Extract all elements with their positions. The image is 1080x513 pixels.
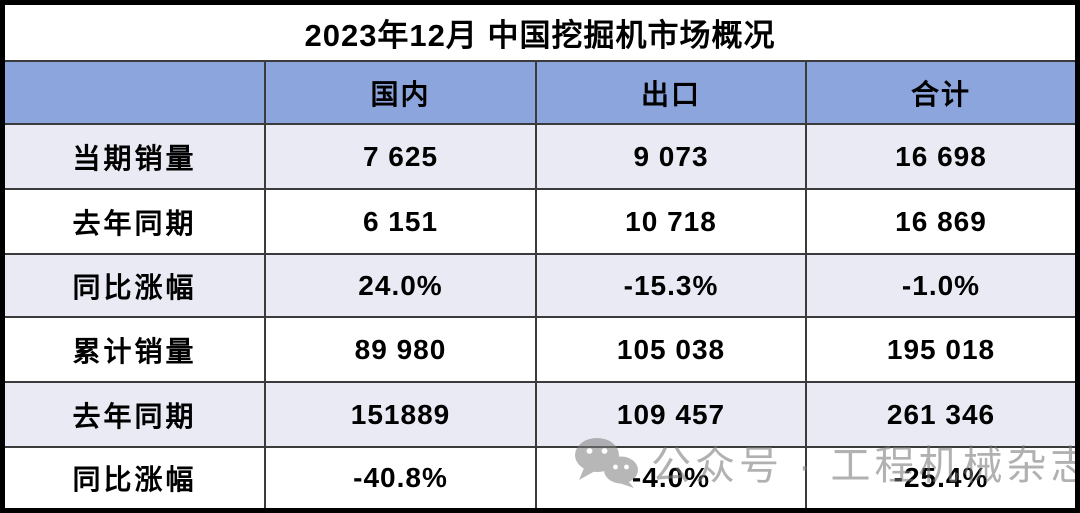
column-header-blank	[5, 62, 266, 125]
table-cell-cumlastyear-export: 109 457	[537, 383, 807, 448]
row-label-cumulative-sales: 累计销量	[5, 318, 266, 383]
table-cell-lastyear-export: 10 718	[537, 190, 807, 255]
row-label-current-sales: 当期销量	[5, 125, 266, 190]
column-header-domestic: 国内	[266, 62, 537, 125]
table-cell-cumyoy-domestic: -40.8%	[266, 448, 537, 508]
table-cell-cumlastyear-domestic: 151889	[266, 383, 537, 448]
table-cell-current-total: 16 698	[807, 125, 1075, 190]
table-cell-lastyear-domestic: 6 151	[266, 190, 537, 255]
row-label-cumulative-yoy: 同比涨幅	[5, 448, 266, 508]
table-cell-current-export: 9 073	[537, 125, 807, 190]
table-cell-yoy-export: -15.3%	[537, 255, 807, 318]
table-cell-current-domestic: 7 625	[266, 125, 537, 190]
table-cell-cumyoy-total: -25.4%	[807, 448, 1075, 508]
row-label-cumulative-last-year: 去年同期	[5, 383, 266, 448]
table-cell-cumyoy-export: -4.0%	[537, 448, 807, 508]
table-cell-cumlastyear-total: 261 346	[807, 383, 1075, 448]
table-grid: 2023年12月 中国挖掘机市场概况 国内 出口 合计 当期销量 7 625 9…	[5, 5, 1075, 508]
column-header-total: 合计	[807, 62, 1075, 125]
table-cell-yoy-total: -1.0%	[807, 255, 1075, 318]
column-header-export: 出口	[537, 62, 807, 125]
table-title: 2023年12月 中国挖掘机市场概况	[5, 5, 1075, 62]
row-label-last-year-period: 去年同期	[5, 190, 266, 255]
table-cell-lastyear-total: 16 869	[807, 190, 1075, 255]
table-cell-cumulative-export: 105 038	[537, 318, 807, 383]
table-cell-cumulative-total: 195 018	[807, 318, 1075, 383]
table-cell-cumulative-domestic: 89 980	[266, 318, 537, 383]
row-label-yoy-change: 同比涨幅	[5, 255, 266, 318]
table-cell-yoy-domestic: 24.0%	[266, 255, 537, 318]
